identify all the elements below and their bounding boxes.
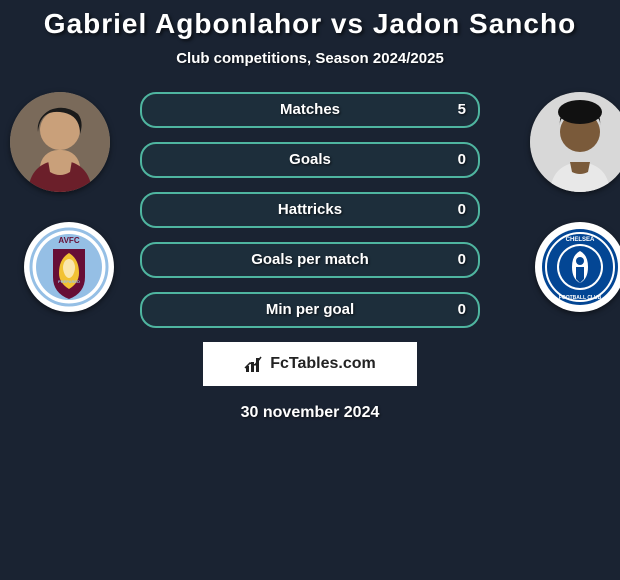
stat-row: Goals 0 bbox=[140, 142, 480, 178]
date-label: 30 november 2024 bbox=[0, 404, 620, 422]
stat-row: Goals per match 0 bbox=[140, 242, 480, 278]
svg-text:PREPARED: PREPARED bbox=[58, 279, 80, 284]
content-area: AVFC PREPARED CHELSEA FOOTBALL CLUB bbox=[0, 92, 620, 422]
svg-text:CHELSEA: CHELSEA bbox=[566, 237, 595, 243]
stat-row: Matches 5 bbox=[140, 92, 480, 128]
stat-label: Min per goal bbox=[142, 294, 478, 326]
svg-text:FOOTBALL CLUB: FOOTBALL CLUB bbox=[559, 295, 602, 301]
stat-value-right: 5 bbox=[458, 94, 466, 126]
stat-row: Min per goal 0 bbox=[140, 292, 480, 328]
site-label: FcTables.com bbox=[270, 355, 376, 373]
stat-label: Matches bbox=[142, 94, 478, 126]
stat-rows: Matches 5 Goals 0 Hattricks 0 Goals per … bbox=[140, 92, 480, 328]
site-attribution: FcTables.com bbox=[203, 342, 417, 386]
player-avatar-left bbox=[10, 92, 110, 192]
subtitle: Club competitions, Season 2024/2025 bbox=[0, 50, 620, 67]
club-crest-icon: CHELSEA FOOTBALL CLUB bbox=[540, 227, 620, 307]
page-title: Gabriel Agbonlahor vs Jadon Sancho bbox=[0, 0, 620, 40]
svg-text:AVFC: AVFC bbox=[58, 236, 79, 245]
stat-value-right: 0 bbox=[458, 244, 466, 276]
player-avatar-right bbox=[530, 92, 620, 192]
club-crest-icon: AVFC PREPARED bbox=[29, 227, 109, 307]
stat-label: Goals bbox=[142, 144, 478, 176]
stat-label: Hattricks bbox=[142, 194, 478, 226]
comparison-card: Gabriel Agbonlahor vs Jadon Sancho Club … bbox=[0, 0, 620, 580]
stat-value-right: 0 bbox=[458, 294, 466, 326]
avatar-placeholder-icon bbox=[10, 92, 110, 192]
avatar-placeholder-icon bbox=[530, 92, 620, 192]
stat-label: Goals per match bbox=[142, 244, 478, 276]
bar-chart-icon bbox=[244, 354, 264, 374]
stat-value-right: 0 bbox=[458, 194, 466, 226]
club-badge-right: CHELSEA FOOTBALL CLUB bbox=[535, 222, 620, 312]
club-badge-left: AVFC PREPARED bbox=[24, 222, 114, 312]
stat-row: Hattricks 0 bbox=[140, 192, 480, 228]
stat-value-right: 0 bbox=[458, 144, 466, 176]
